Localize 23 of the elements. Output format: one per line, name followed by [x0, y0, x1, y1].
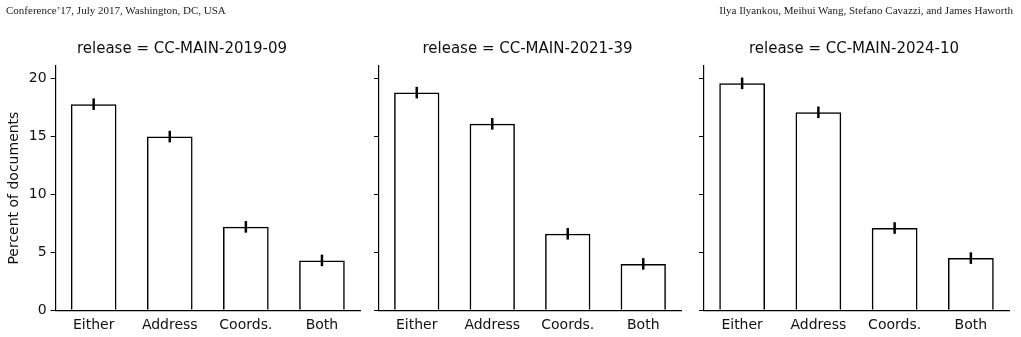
x-tick-label: Address: [141, 316, 198, 333]
x-tick-label: Either: [396, 316, 438, 333]
x-tick-label: Address: [790, 316, 847, 333]
x-tick-label: Both: [954, 316, 988, 333]
chart-title: release = CC-MAIN-2024-10: [748, 38, 960, 57]
chart-title: release = CC-MAIN-2019-09: [76, 38, 288, 57]
x-tick-label: Coords.: [541, 316, 595, 333]
x-tick-label: Both: [626, 316, 660, 333]
text: Ilya Ilyankou, Meihui Wang, Stefano Cavazzi, and James Haworth: [719, 4, 1013, 16]
x-tick-label: Coords.: [868, 316, 922, 333]
y-axis-title: Percent of documents: [5, 111, 22, 265]
y-tick-label: 20: [28, 69, 47, 86]
y-tick-label: 15: [28, 127, 47, 144]
y-tick-label: 0: [37, 300, 47, 317]
x-tick-label: Coords.: [219, 316, 273, 333]
text: Conference’17, July 2017, Washington, DC, USA: [6, 4, 226, 16]
x-tick-label: Either: [72, 316, 115, 333]
x-tick-label: Address: [464, 316, 521, 333]
y-tick-label: 10: [28, 185, 47, 202]
x-tick-label: Both: [305, 316, 339, 333]
x-tick-label: Either: [721, 316, 764, 333]
y-tick-label: 5: [37, 242, 47, 259]
chart-title: release = CC-MAIN-2021-39: [422, 38, 633, 57]
